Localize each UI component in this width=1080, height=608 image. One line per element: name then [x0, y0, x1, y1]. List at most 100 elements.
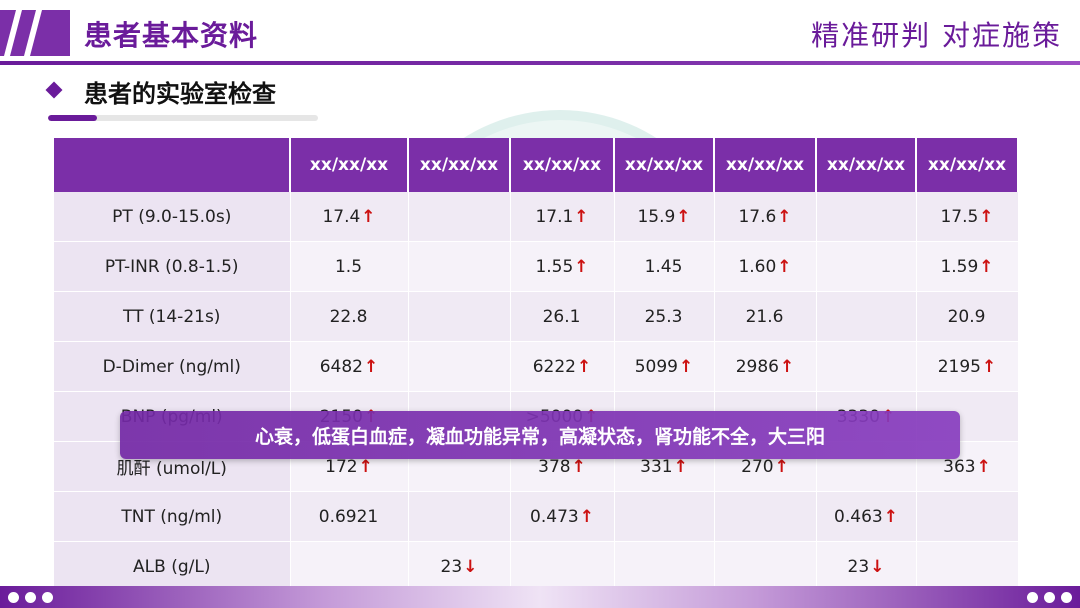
cell-value: 6482 — [319, 356, 363, 377]
arrow-up-icon: ↑ — [883, 506, 898, 527]
header-cell-label — [54, 138, 291, 192]
table-cell: 1.45 — [614, 241, 715, 292]
table-cell: 17.5↑ — [916, 192, 1019, 242]
table-cell — [510, 541, 615, 593]
cell-value: 1.59 — [940, 256, 979, 277]
cell-value: 15.9 — [637, 206, 676, 227]
table-row: TNT (ng/ml) 0.6921 0.473↑ 0.463↑ — [54, 491, 1019, 542]
table-cell — [714, 491, 817, 542]
table-cell: 25.3 — [614, 291, 715, 342]
cell-value: 1.5 — [334, 256, 363, 277]
arrow-up-icon: ↑ — [673, 456, 688, 477]
cell-value: 17.4 — [322, 206, 361, 227]
cell-value: 363 — [943, 456, 976, 477]
table-cell: 0.473↑ — [510, 491, 615, 542]
cell-value: 21.6 — [745, 306, 784, 327]
cell-value: 270 — [741, 456, 774, 477]
table-cell — [816, 341, 917, 392]
table-cell: 17.4↑ — [290, 192, 409, 242]
cell-value: 0.6921 — [318, 506, 379, 527]
table-cell: 23↓ — [816, 541, 917, 593]
cell-value: 17.5 — [940, 206, 979, 227]
table-header-row: xx/xx/xx xx/xx/xx xx/xx/xx xx/xx/xx xx/xx/xx… — [54, 138, 1019, 192]
cell-value: 0.463 — [834, 506, 883, 527]
section-progress-bar — [48, 115, 318, 121]
header-cell-date: xx/xx/xx — [614, 138, 715, 192]
table-cell: 17.1↑ — [510, 192, 615, 242]
header-cell-date: xx/xx/xx — [408, 138, 511, 192]
table-cell — [916, 541, 1019, 593]
table-cell: 5099↑ — [614, 341, 715, 392]
cell-value: 23 — [440, 556, 463, 577]
diagnosis-text: 心衰，低蛋白血症，凝血功能异常，高凝状态，肾功能不全，大三阳 — [254, 425, 825, 448]
footer-dots-left — [8, 592, 53, 603]
table-cell — [408, 291, 511, 342]
cell-value: 378 — [538, 456, 571, 477]
row-label: ALB (g/L) — [54, 541, 291, 593]
row-label: TT (14-21s) — [54, 291, 291, 342]
table-cell — [290, 541, 409, 593]
cell-value: 17.6 — [738, 206, 777, 227]
header-cell-date: xx/xx/xx — [714, 138, 817, 192]
table-row: TT (14-21s) 22.8 26.1 25.3 21.6 20.9 — [54, 291, 1019, 342]
table-cell: 15.9↑ — [614, 192, 715, 242]
header-cell-date: xx/xx/xx — [816, 138, 917, 192]
table-cell: 6222↑ — [510, 341, 615, 392]
arrow-up-icon: ↑ — [777, 206, 792, 227]
header-logo-stripes — [0, 10, 70, 56]
table-cell — [816, 291, 917, 342]
footer-dots-right — [1027, 592, 1072, 603]
table-cell: 6482↑ — [290, 341, 409, 392]
table-row: PT (9.0-15.0s) 17.4↑ 17.1↑ 15.9↑ 17.6↑ 17.5↑ — [54, 192, 1019, 242]
table-cell: 22.8 — [290, 291, 409, 342]
arrow-up-icon: ↑ — [777, 256, 792, 277]
cell-value: 1.60 — [738, 256, 777, 277]
table-row: ALB (g/L) 23↓ 23↓ — [54, 541, 1019, 593]
cell-value: 5099 — [634, 356, 678, 377]
arrow-up-icon: ↑ — [574, 256, 589, 277]
arrow-up-icon: ↑ — [676, 206, 691, 227]
arrow-up-icon: ↑ — [979, 206, 994, 227]
table-body: PT (9.0-15.0s) 17.4↑ 17.1↑ 15.9↑ 17.6↑ 17.5↑ P… — [54, 192, 1019, 593]
table-cell: 0.6921 — [290, 491, 409, 542]
arrow-up-icon: ↑ — [774, 456, 789, 477]
header-cell-date: xx/xx/xx — [290, 138, 409, 192]
table-cell — [408, 341, 511, 392]
table-cell: 2195↑ — [916, 341, 1019, 392]
cell-value: 26.1 — [542, 306, 581, 327]
header-cell-date: xx/xx/xx — [510, 138, 615, 192]
table-cell: 23↓ — [408, 541, 511, 593]
table-cell — [408, 491, 511, 542]
row-label: D-Dimer (ng/ml) — [54, 341, 291, 392]
cell-value: 2986 — [735, 356, 779, 377]
table-cell: 26.1 — [510, 291, 615, 342]
arrow-down-icon: ↓ — [463, 556, 478, 577]
table-cell: 20.9 — [916, 291, 1019, 342]
table-row: PT-INR (0.8-1.5) 1.5 1.55↑ 1.45 1.60↑ 1.59↑ — [54, 241, 1019, 292]
arrow-up-icon: ↑ — [780, 356, 795, 377]
table-cell — [816, 192, 917, 242]
table-cell — [916, 491, 1019, 542]
arrow-up-icon: ↑ — [574, 206, 589, 227]
table-cell — [408, 192, 511, 242]
table-cell — [714, 541, 817, 593]
table-cell — [816, 241, 917, 292]
row-label: TNT (ng/ml) — [54, 491, 291, 542]
arrow-up-icon: ↑ — [364, 356, 379, 377]
table-cell: 0.463↑ — [816, 491, 917, 542]
cell-value: 22.8 — [329, 306, 368, 327]
arrow-up-icon: ↑ — [361, 206, 376, 227]
arrow-up-icon: ↑ — [982, 356, 997, 377]
arrow-down-icon: ↓ — [870, 556, 885, 577]
table-cell: 21.6 — [714, 291, 817, 342]
arrow-up-icon: ↑ — [976, 456, 991, 477]
header-divider — [0, 61, 1080, 65]
table-cell: 1.5 — [290, 241, 409, 292]
cell-value: 0.473 — [530, 506, 579, 527]
arrow-up-icon: ↑ — [679, 356, 694, 377]
cell-value: 6222 — [532, 356, 576, 377]
row-label: PT-INR (0.8-1.5) — [54, 241, 291, 292]
cell-value: 2195 — [937, 356, 981, 377]
arrow-up-icon: ↑ — [979, 256, 994, 277]
table-cell: 1.60↑ — [714, 241, 817, 292]
